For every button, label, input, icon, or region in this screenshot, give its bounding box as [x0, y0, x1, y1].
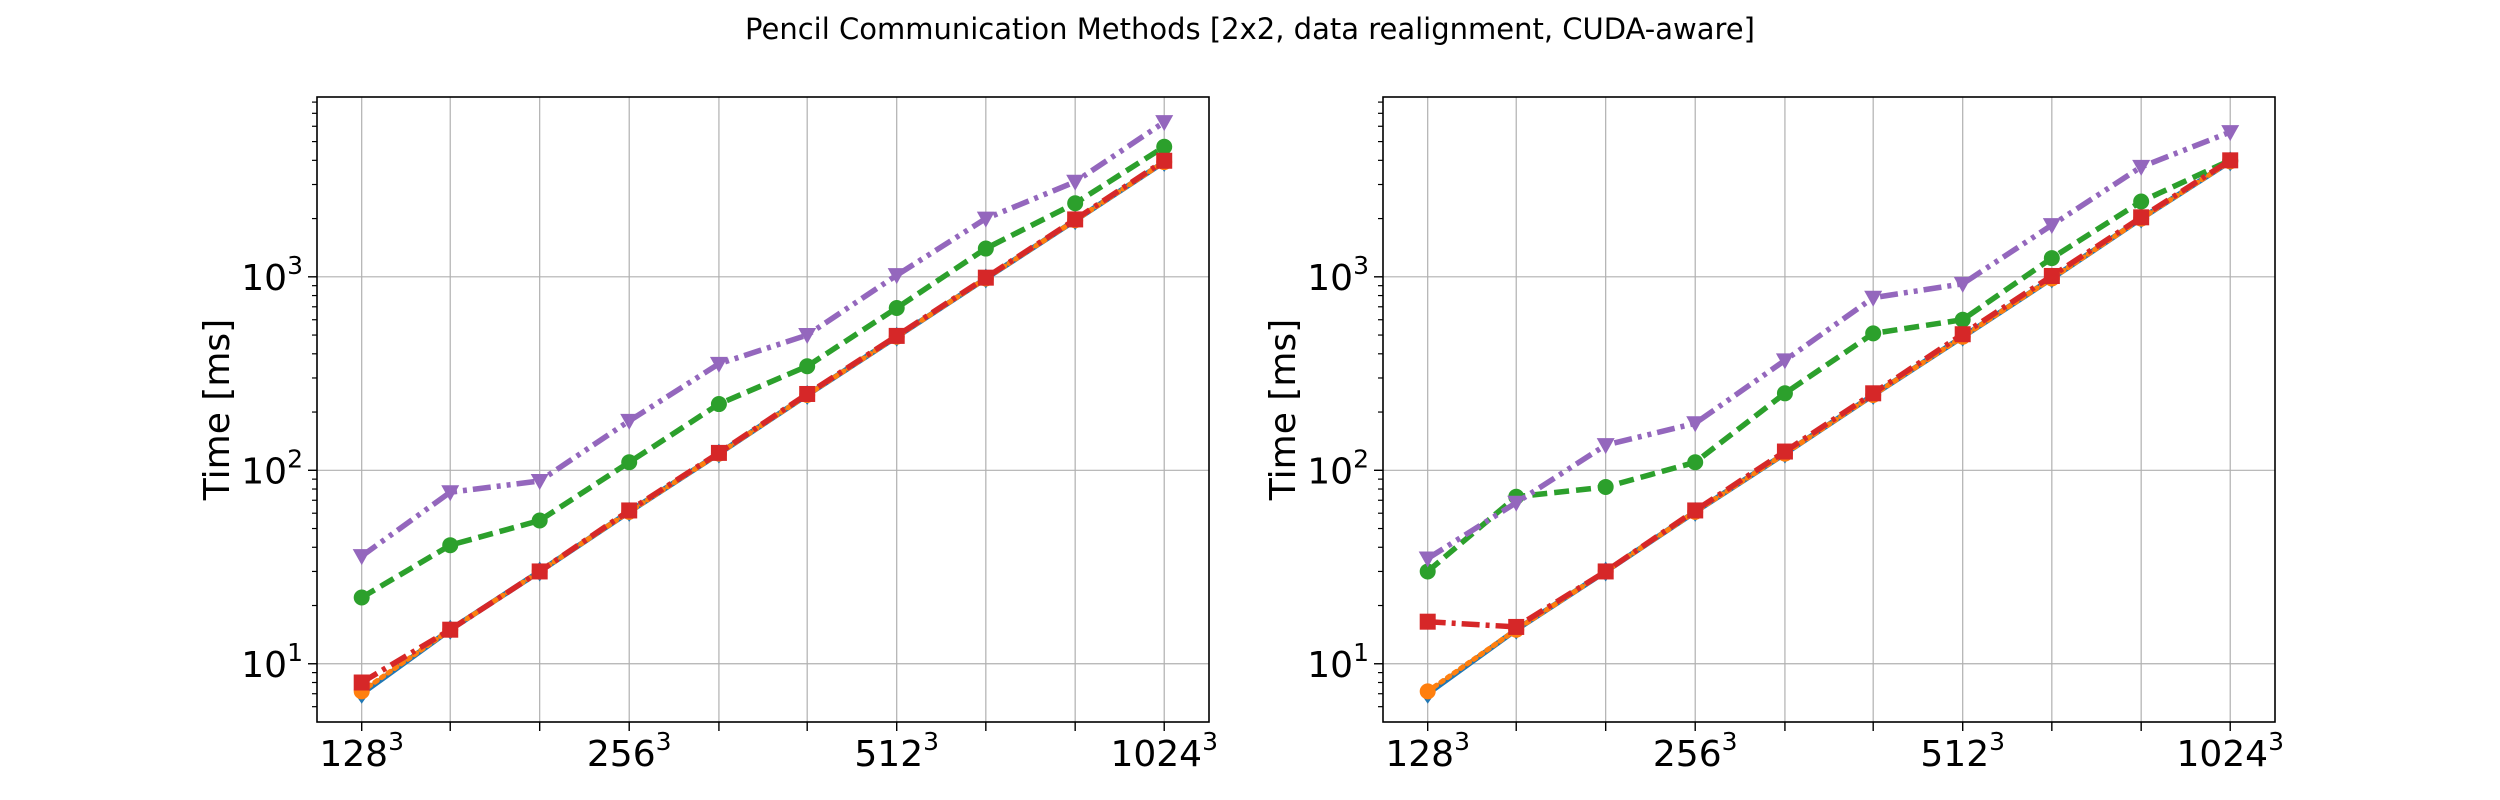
data-point [1776, 443, 1793, 460]
y-axis-label: Time [ms] [1263, 319, 1304, 501]
x-tick-label: 1283 [319, 727, 404, 775]
data-point [1067, 195, 1084, 212]
series-line [360, 144, 1166, 600]
axes-frame [1382, 96, 2276, 723]
data-point [1775, 353, 1794, 370]
data-point [1953, 276, 1972, 293]
data-point [1156, 152, 1173, 169]
data-point [2222, 152, 2239, 169]
data-point [887, 268, 906, 285]
series-green [1419, 152, 2239, 580]
data-point [2133, 193, 2150, 210]
series-red [353, 152, 1173, 691]
x-tick-label: 1283 [1385, 727, 1470, 775]
x-tick-label: 2563 [1653, 727, 1738, 775]
data-point [531, 563, 548, 580]
series-line [1425, 157, 2232, 574]
data-point [353, 674, 370, 691]
data-point [710, 396, 727, 413]
data-point [1156, 138, 1173, 155]
series-green [353, 138, 1173, 606]
data-point [352, 549, 371, 566]
data-point [1776, 385, 1793, 402]
series-orange [1419, 153, 2239, 700]
data-point [1954, 326, 1971, 343]
grid [1383, 97, 2275, 722]
y-tick-label: 103 [1307, 251, 1369, 299]
x-tick-label: 10243 [1110, 727, 1218, 775]
data-point [2132, 159, 2151, 176]
y-tick-label: 103 [241, 251, 303, 299]
data-point [442, 621, 459, 638]
data-point [799, 358, 816, 375]
series-line [360, 119, 1166, 559]
data-point [442, 537, 459, 554]
data-point [353, 589, 370, 606]
data-point [1954, 311, 1971, 328]
data-point [709, 356, 728, 373]
data-point [1067, 211, 1084, 228]
y-tick-label: 101 [1307, 638, 1369, 686]
data-point [1687, 502, 1704, 519]
x-tick-label: 2563 [587, 727, 672, 775]
axes-frame [316, 96, 1210, 723]
data-point [1419, 563, 1436, 580]
data-point [1686, 416, 1705, 433]
data-point [1597, 478, 1614, 495]
series-line [1426, 129, 2232, 561]
data-point [977, 269, 994, 286]
data-point [1687, 454, 1704, 471]
data-point [2133, 209, 2150, 226]
data-point [1597, 563, 1614, 580]
data-point [1155, 115, 1174, 132]
data-point [530, 474, 549, 491]
data-point [799, 385, 816, 402]
data-point [1419, 683, 1436, 700]
series-line [360, 158, 1166, 685]
data-point [710, 444, 727, 461]
series-purple [352, 115, 1174, 566]
data-point [441, 485, 460, 502]
series-line [1427, 157, 2232, 630]
x-tick-label: 10243 [2176, 727, 2284, 775]
y-axis-label: Time [ms] [197, 319, 238, 501]
data-point [620, 413, 639, 430]
data-point [1865, 385, 1882, 402]
series-purple [1418, 125, 2240, 568]
data-point [2221, 125, 2240, 142]
data-point [1418, 551, 1437, 568]
data-point [798, 328, 817, 345]
data-point [531, 512, 548, 529]
y-tick-label: 102 [241, 444, 303, 492]
data-point [1507, 495, 1526, 512]
chart-left: 101 102 103 1283 2563 5123 10243 Time [ms] [197, 96, 1218, 775]
data-point [1508, 618, 1525, 635]
data-point [1066, 174, 1085, 191]
chart-right: 101 102 103 1283 2563 5123 10243 Time [ms] [1263, 96, 2284, 775]
data-point [2043, 250, 2060, 267]
data-point [1864, 290, 1883, 307]
data-point [621, 502, 638, 519]
x-tick-label: 5123 [854, 727, 939, 775]
data-point [888, 299, 905, 316]
data-point [621, 454, 638, 471]
data-point [1596, 438, 1615, 455]
data-point [1865, 325, 1882, 342]
data-point [2042, 218, 2061, 235]
y-tick-label: 102 [1307, 444, 1369, 492]
figure-title: Pencil Communication Methods [2x2, data … [745, 12, 1755, 46]
data-point [2043, 267, 2060, 284]
data-point [888, 327, 905, 344]
data-point [1419, 613, 1436, 630]
x-tick-label: 5123 [1920, 727, 2005, 775]
y-tick-label: 101 [241, 638, 303, 686]
data-point [976, 211, 995, 228]
data-point [977, 240, 994, 257]
series-red [1419, 152, 2239, 635]
